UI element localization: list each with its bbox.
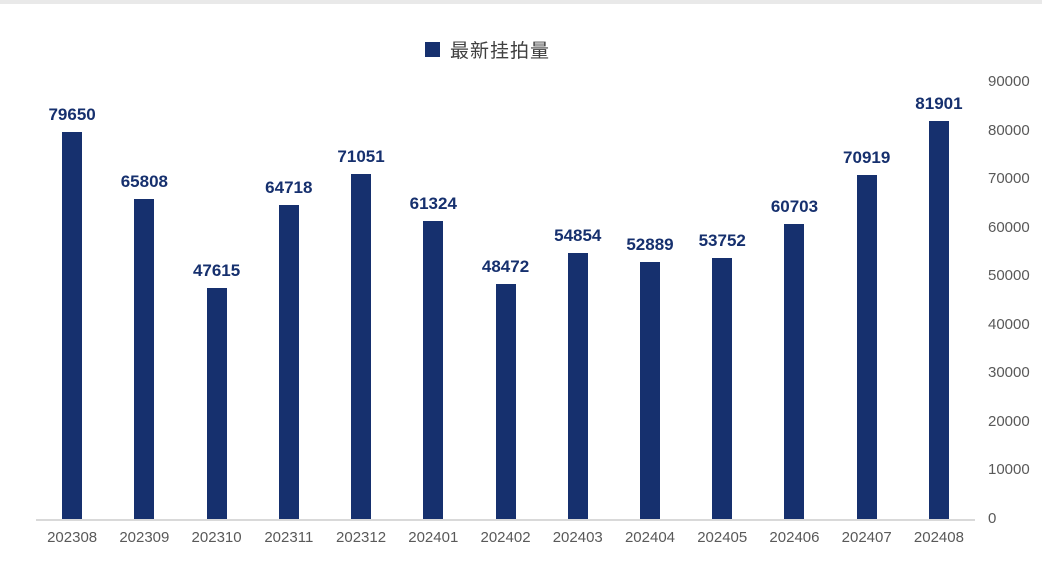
y-axis-tick-label: 90000 bbox=[988, 73, 1030, 90]
y-axis-tick-label: 60000 bbox=[988, 218, 1030, 236]
x-axis-tick-label: 202405 bbox=[697, 529, 748, 546]
y-axis-tick-label: 70000 bbox=[988, 170, 1030, 188]
top-border-line bbox=[0, 0, 1042, 4]
bar-value-label: 70919 bbox=[843, 147, 891, 167]
x-axis-tick-label: 202406 bbox=[769, 529, 820, 546]
x-axis-tick-label: 202309 bbox=[119, 529, 170, 546]
bar bbox=[784, 224, 805, 519]
bar-column: 53752 bbox=[686, 82, 758, 519]
x-axis-tick-label: 202404 bbox=[624, 529, 676, 546]
x-axis-tick-label: 202403 bbox=[552, 529, 603, 546]
bar-value-label: 61324 bbox=[409, 194, 457, 214]
bar bbox=[423, 221, 444, 519]
bar-column: 81901 bbox=[903, 82, 975, 519]
legend: 最新挂拍量 bbox=[0, 36, 975, 63]
bar-value-label: 53752 bbox=[698, 231, 746, 251]
y-axis-tick-label: 10000 bbox=[988, 461, 1030, 479]
x-axis-labels: 202308 202309 202310 202311 202312 202401 2024… bbox=[36, 529, 975, 546]
y-axis-tick-label: 50000 bbox=[988, 267, 1030, 285]
bar-column: 61324 bbox=[397, 82, 469, 519]
bar-column: 79650 bbox=[36, 82, 108, 519]
bar-column: 47615 bbox=[180, 82, 252, 519]
bar-value-label: 52889 bbox=[626, 235, 674, 255]
bar-column: 71051 bbox=[325, 82, 397, 519]
legend-marker-icon bbox=[424, 42, 440, 57]
bar bbox=[62, 132, 83, 519]
bar bbox=[495, 283, 516, 519]
bar bbox=[278, 204, 299, 519]
bar-column: 60703 bbox=[758, 82, 830, 519]
y-axis-tick-label: 40000 bbox=[988, 315, 1030, 333]
x-axis-tick-label: 202401 bbox=[408, 529, 459, 546]
bar bbox=[351, 174, 372, 519]
bar-value-label: 64718 bbox=[265, 177, 313, 197]
bar-column: 65808 bbox=[108, 82, 180, 519]
bar bbox=[206, 287, 227, 519]
x-axis-tick-label: 202408 bbox=[913, 529, 964, 546]
bar-column: 48472 bbox=[469, 82, 541, 519]
bar-value-label: 71051 bbox=[337, 147, 385, 167]
x-axis-tick-label: 202312 bbox=[336, 529, 387, 546]
bar-value-label: 79650 bbox=[48, 105, 96, 125]
legend-label: 最新挂拍量 bbox=[449, 41, 550, 62]
bar bbox=[856, 174, 877, 519]
bar-column: 54854 bbox=[542, 82, 614, 519]
bar-value-label: 60703 bbox=[770, 197, 819, 217]
y-axis-tick-label: 20000 bbox=[988, 412, 1030, 430]
x-axis-tick-label: 202402 bbox=[480, 529, 531, 546]
bar-value-label: 48472 bbox=[481, 256, 530, 276]
bar-column: 52889 bbox=[614, 82, 686, 519]
y-axis-tick-label: 30000 bbox=[988, 364, 1030, 382]
x-axis-line bbox=[36, 519, 975, 521]
y-axis-labels: 0 10000 20000 30000 40000 50000 60000 70000 8000… bbox=[988, 73, 1042, 527]
bar bbox=[928, 121, 949, 519]
x-axis-tick-label: 202308 bbox=[47, 529, 98, 546]
y-axis-tick-label: 0 bbox=[988, 510, 997, 527]
y-axis-tick-label: 80000 bbox=[988, 121, 1030, 139]
bar-value-label: 65808 bbox=[120, 172, 168, 192]
bar bbox=[639, 262, 660, 519]
x-axis-tick-label: 202310 bbox=[191, 529, 242, 546]
bar-value-label: 47615 bbox=[192, 260, 241, 280]
bar bbox=[134, 199, 155, 519]
bar-column: 70919 bbox=[831, 82, 903, 519]
bar-value-label: 54854 bbox=[554, 225, 602, 245]
bar bbox=[567, 252, 588, 519]
x-axis-tick-label: 202407 bbox=[841, 529, 892, 546]
plot-area: 79650 65808 47615 64718 71051 61324 48472 54854… bbox=[36, 82, 975, 521]
x-axis-tick-label: 202311 bbox=[264, 529, 314, 546]
bar-column: 64718 bbox=[253, 82, 325, 519]
bar bbox=[712, 258, 733, 519]
bar-value-label: 81901 bbox=[915, 94, 963, 114]
bars-container: 79650 65808 47615 64718 71051 61324 48472 54854… bbox=[36, 82, 975, 519]
